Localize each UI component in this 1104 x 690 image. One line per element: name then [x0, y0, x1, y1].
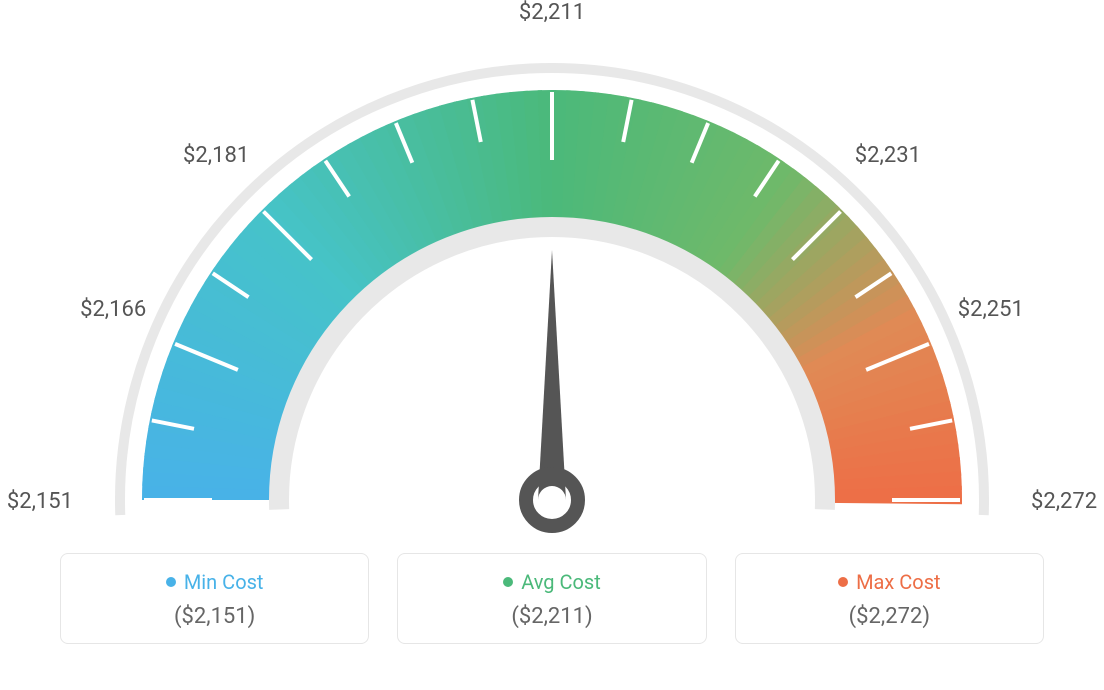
legend-label-row-avg: Avg Cost	[408, 570, 695, 594]
gauge-svg: $2,151 $2,166 $2,181 $2,211 $2,231 $2,251 $2,2…	[0, 0, 1104, 545]
legend-label-min: Min Cost	[184, 570, 264, 594]
gauge-tick-label: $2,166	[80, 297, 146, 322]
legend-card-avg: Avg Cost ($2,211)	[397, 553, 706, 644]
legend-label-row-min: Min Cost	[71, 570, 358, 594]
gauge-area: $2,151 $2,166 $2,181 $2,211 $2,231 $2,251 $2,2…	[0, 0, 1104, 545]
gauge-tick-label: $2,251	[958, 297, 1024, 322]
gauge-needle-hub-hole	[538, 486, 566, 514]
gauge-tick-label: $2,211	[519, 0, 585, 25]
legend-card-min: Min Cost ($2,151)	[60, 553, 369, 644]
legend-label-avg: Avg Cost	[521, 570, 601, 594]
gauge-tick-label: $2,272	[1031, 489, 1097, 514]
legend-label-max: Max Cost	[856, 570, 941, 594]
gauge-tick-label: $2,231	[855, 143, 921, 168]
gauge-tick-label: $2,181	[183, 143, 249, 168]
legend-value-avg: ($2,211)	[408, 604, 695, 629]
legend-dot-max	[838, 577, 848, 587]
legend-card-max: Max Cost ($2,272)	[735, 553, 1044, 644]
cost-gauge-container: $2,151 $2,166 $2,181 $2,211 $2,231 $2,251 $2,2…	[0, 0, 1104, 690]
gauge-needle	[538, 250, 566, 500]
legend-value-min: ($2,151)	[71, 604, 358, 629]
legend-dot-min	[166, 577, 176, 587]
legend-row: Min Cost ($2,151) Avg Cost ($2,211) Max …	[0, 553, 1104, 644]
gauge-tick-label: $2,151	[7, 489, 73, 514]
legend-value-max: ($2,272)	[746, 604, 1033, 629]
legend-dot-avg	[503, 577, 513, 587]
legend-label-row-max: Max Cost	[746, 570, 1033, 594]
